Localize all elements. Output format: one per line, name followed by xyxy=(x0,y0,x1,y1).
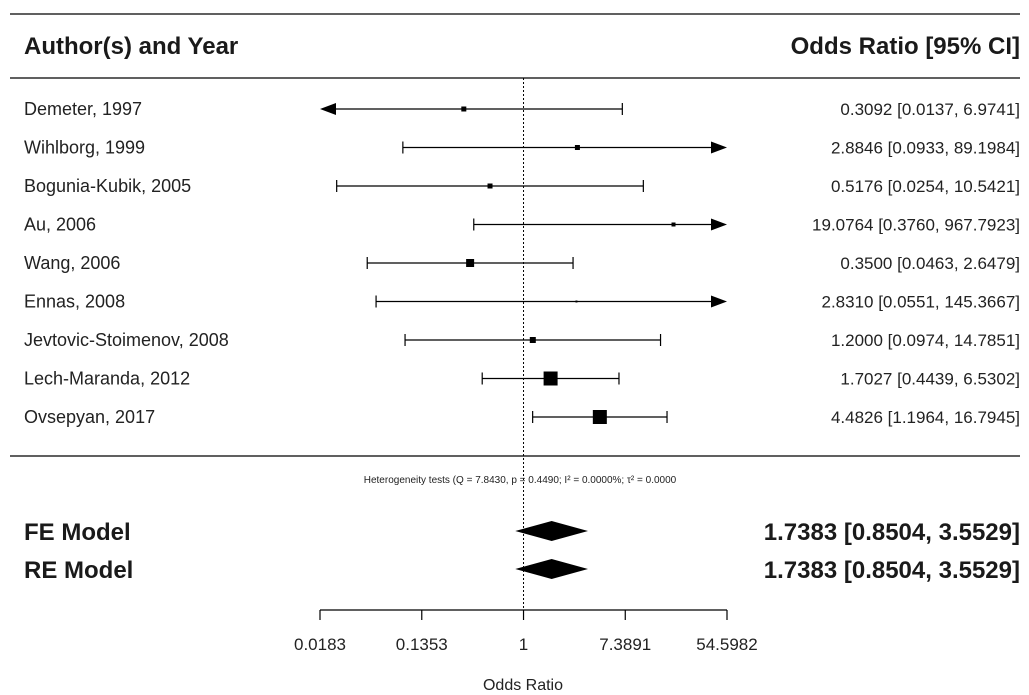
x-tick-label: 0.1353 xyxy=(396,635,448,654)
study-ci-text: 0.5176 [0.0254, 10.5421] xyxy=(831,177,1020,196)
study-row: Wang, 2006 0.3500 [0.0463, 2.6479] xyxy=(24,253,1020,273)
study-label: Au, 2006 xyxy=(24,215,96,235)
point-estimate xyxy=(487,183,493,189)
study-label: Ovsepyan, 2017 xyxy=(24,407,155,427)
model-row: FE Model 1.7383 [0.8504, 3.5529] xyxy=(24,519,1020,546)
study-row: Bogunia-Kubik, 2005 0.5176 [0.0254, 10.54… xyxy=(24,176,1020,196)
study-label: Ennas, 2008 xyxy=(24,292,125,312)
study-ci-text: 0.3500 [0.0463, 2.6479] xyxy=(840,254,1020,273)
ci-arrow-right xyxy=(711,295,727,308)
summary-diamond xyxy=(515,521,589,541)
ci-arrow-right xyxy=(711,141,727,154)
study-row: Ennas, 2008 2.8310 [0.0551, 145.3667] xyxy=(24,292,1020,312)
study-row: Ovsepyan, 2017 4.4826 [1.1964, 16.7945] xyxy=(24,407,1020,427)
study-ci-text: 1.7027 [0.4439, 6.5302] xyxy=(840,370,1020,389)
study-label: Bogunia-Kubik, 2005 xyxy=(24,176,191,196)
header-right: Odds Ratio [95% CI] xyxy=(791,33,1020,60)
point-estimate xyxy=(592,410,607,424)
study-row: Wihlborg, 1999 2.8846 [0.0933, 89.1984] xyxy=(24,138,1020,158)
model-rows: FE Model 1.7383 [0.8504, 3.5529] RE Model 1… xyxy=(24,519,1020,584)
summary-diamond xyxy=(515,559,589,579)
model-label: FE Model xyxy=(24,519,131,546)
point-estimate xyxy=(529,337,536,343)
heterogeneity-text: Heterogeneity tests (Q = 7.8430, p = 0.4… xyxy=(364,475,677,486)
study-label: Jevtovic-Stoimenov, 2008 xyxy=(24,330,229,350)
study-row: Lech-Maranda, 2012 1.7027 [0.4439, 6.5302… xyxy=(24,369,1020,389)
study-label: Wihlborg, 1999 xyxy=(24,138,145,158)
study-ci-text: 4.4826 [1.1964, 16.7945] xyxy=(831,408,1020,427)
ci-arrow-right xyxy=(711,218,727,231)
x-tick-label: 54.5982 xyxy=(696,635,757,654)
x-axis: 0.0183 0.1353 1 7.3891 54.5982 xyxy=(294,609,758,654)
point-estimate xyxy=(671,222,676,227)
ci-arrow-left xyxy=(320,103,336,115)
model-ci-text: 1.7383 [0.8504, 3.5529] xyxy=(764,557,1020,584)
x-tick-label: 0.0183 xyxy=(294,635,346,654)
point-estimate xyxy=(575,300,578,303)
study-ci-text: 2.8310 [0.0551, 145.3667] xyxy=(821,293,1020,312)
study-ci-text: 2.8846 [0.0933, 89.1984] xyxy=(831,139,1020,158)
study-rows: Demeter, 1997 0.3092 [0.0137, 6.9741] Wihl… xyxy=(24,99,1020,427)
x-tick-label: 7.3891 xyxy=(599,635,651,654)
point-estimate xyxy=(466,259,475,267)
x-axis-title: Odds Ratio xyxy=(483,677,563,694)
x-tick-label: 1 xyxy=(519,635,528,654)
point-estimate xyxy=(574,145,580,150)
study-row: Au, 2006 19.0764 [0.3760, 967.7923] xyxy=(24,215,1020,235)
study-label: Demeter, 1997 xyxy=(24,99,142,119)
model-ci-text: 1.7383 [0.8504, 3.5529] xyxy=(764,519,1020,546)
study-ci-text: 1.2000 [0.0974, 14.7851] xyxy=(831,331,1020,350)
study-ci-text: 0.3092 [0.0137, 6.9741] xyxy=(840,100,1020,119)
point-estimate xyxy=(461,106,467,112)
study-row: Jevtovic-Stoimenov, 2008 1.2000 [0.0974, … xyxy=(24,330,1020,350)
study-label: Wang, 2006 xyxy=(24,253,120,273)
study-label: Lech-Maranda, 2012 xyxy=(24,369,190,389)
header-left: Author(s) and Year xyxy=(24,33,238,60)
model-label: RE Model xyxy=(24,557,133,584)
study-row: Demeter, 1997 0.3092 [0.0137, 6.9741] xyxy=(24,99,1020,119)
point-estimate xyxy=(543,371,558,386)
study-ci-text: 19.0764 [0.3760, 967.7923] xyxy=(812,216,1020,235)
model-row: RE Model 1.7383 [0.8504, 3.5529] xyxy=(24,557,1020,584)
